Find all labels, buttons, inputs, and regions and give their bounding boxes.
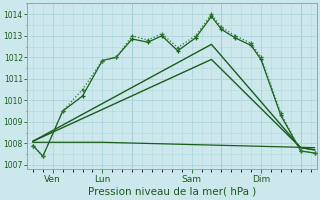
X-axis label: Pression niveau de la mer( hPa ): Pression niveau de la mer( hPa )	[88, 187, 256, 197]
